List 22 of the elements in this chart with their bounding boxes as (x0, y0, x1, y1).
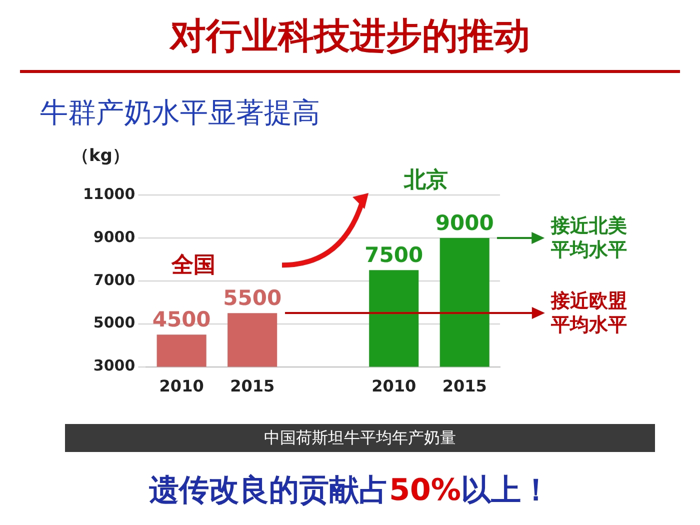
y-tick-label: 11000 (83, 184, 136, 203)
x-tick-label: 2010 (159, 376, 204, 396)
y-tick-label: 3000 (93, 356, 136, 375)
x-tick-label: 2010 (372, 376, 416, 396)
data-label: 9000 (435, 210, 494, 235)
y-axis-title: （kg） (72, 145, 130, 167)
chart-subtitle: 牛群产奶水平显著提高 (40, 95, 320, 131)
text: 遗传改良的贡献占50%以上！ (149, 473, 551, 508)
text: 中国荷斯坦牛平均年产奶量 (65, 424, 655, 452)
x-tick-label: 2015 (230, 376, 275, 396)
y-tick-label: 5000 (93, 314, 136, 332)
text: 接近欧盟平均水平 (551, 289, 628, 338)
annotation: 全国 (172, 252, 216, 280)
text: 北京 (404, 167, 448, 195)
data-label: 4500 (152, 308, 211, 332)
data-label: 7500 (364, 243, 424, 268)
y-tick-label: 7000 (93, 270, 136, 289)
text: 接近北美平均水平 (551, 214, 628, 262)
y-tick-label: 9000 (93, 228, 136, 246)
x-tick-label: 2015 (442, 376, 487, 396)
chart-title: 对行业科技进步的推动 (168, 15, 531, 59)
data-label: 5500 (223, 286, 282, 310)
